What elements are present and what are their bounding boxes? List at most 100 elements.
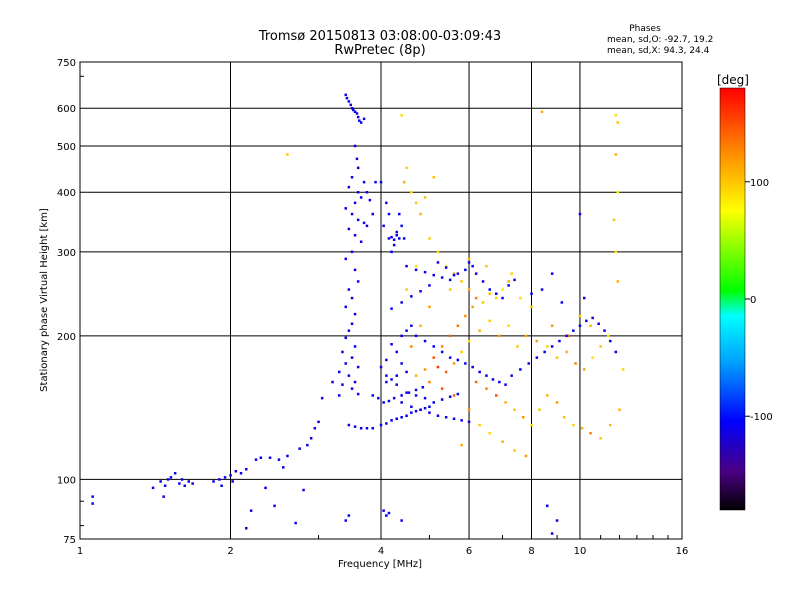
data-point <box>448 334 452 338</box>
data-point <box>356 280 360 283</box>
data-point <box>530 423 533 427</box>
data-point <box>535 356 539 359</box>
data-point <box>501 288 504 291</box>
data-point <box>474 296 478 300</box>
data-point <box>317 420 320 424</box>
data-point <box>402 237 406 240</box>
data-point <box>390 343 393 346</box>
data-point <box>519 296 522 300</box>
data-point <box>344 305 347 309</box>
data-point <box>187 480 190 483</box>
data-point <box>540 110 544 113</box>
data-point <box>353 425 357 428</box>
data-point <box>353 234 357 237</box>
data-point <box>223 476 227 479</box>
data-point <box>356 218 360 222</box>
data-point <box>607 334 610 338</box>
data-point <box>567 334 571 338</box>
y-tick-label: 75 <box>63 535 76 546</box>
data-point <box>478 370 481 374</box>
data-point <box>298 447 301 450</box>
data-point <box>478 423 481 427</box>
data-point <box>440 398 444 401</box>
data-point <box>359 121 363 124</box>
data-point <box>452 394 456 397</box>
data-point <box>220 484 223 487</box>
data-point <box>344 519 347 522</box>
data-point <box>390 235 393 239</box>
data-point <box>371 427 374 430</box>
data-point <box>392 396 396 400</box>
data-point <box>344 362 347 365</box>
data-point <box>616 280 619 283</box>
data-point <box>395 230 398 234</box>
data-point <box>460 419 463 422</box>
data-point <box>440 345 444 348</box>
data-point <box>603 329 606 332</box>
data-point <box>359 240 363 243</box>
data-point <box>350 107 354 110</box>
data-point <box>180 478 184 481</box>
data-point <box>178 482 181 485</box>
data-point <box>159 480 162 483</box>
data-point <box>456 358 460 362</box>
data-point <box>565 350 568 354</box>
data-point <box>530 292 533 295</box>
data-point <box>395 374 398 377</box>
data-point <box>467 257 471 261</box>
data-point <box>414 374 418 377</box>
data-point <box>183 484 186 487</box>
data-point <box>365 191 369 194</box>
data-point <box>456 272 460 275</box>
data-point <box>471 264 474 268</box>
data-point <box>550 272 554 275</box>
data-point <box>423 339 427 343</box>
data-point <box>583 296 586 300</box>
data-point <box>513 278 516 282</box>
data-point <box>356 166 360 170</box>
data-point <box>368 198 372 202</box>
y-tick-label: 500 <box>57 142 76 153</box>
data-point <box>421 386 425 389</box>
data-point <box>400 224 403 228</box>
data-point <box>400 416 403 419</box>
data-point <box>353 144 357 148</box>
data-point <box>474 272 478 275</box>
data-point <box>456 324 460 327</box>
x-tick-label: 16 <box>676 546 689 557</box>
data-point <box>405 288 408 291</box>
data-point <box>519 368 522 371</box>
data-point <box>423 368 427 371</box>
data-point <box>522 416 525 419</box>
data-point <box>349 103 352 107</box>
data-point <box>390 307 393 310</box>
data-point <box>535 339 539 343</box>
data-point <box>432 356 435 359</box>
data-point <box>448 395 452 398</box>
data-point <box>565 334 568 338</box>
data-point <box>414 268 418 272</box>
data-point <box>585 319 588 323</box>
data-point <box>405 414 408 417</box>
chart-title: Tromsø 20150813 03:08:00-03:09:43 <box>258 29 501 44</box>
data-points <box>91 93 625 535</box>
data-point <box>166 478 170 481</box>
data-point <box>432 401 435 404</box>
data-point <box>286 153 289 156</box>
data-point <box>347 185 351 189</box>
data-point <box>245 527 248 530</box>
x-tick-label: 1 <box>77 546 83 557</box>
data-point <box>385 380 388 384</box>
data-point <box>352 108 355 112</box>
y-axis-label: Stationary phase Virtual Height [km] <box>39 208 50 392</box>
data-point <box>410 405 413 408</box>
data-point <box>169 476 173 479</box>
data-point <box>387 511 391 515</box>
data-point <box>580 427 584 430</box>
grid-lines <box>80 62 682 539</box>
y-tick-label: 300 <box>57 248 76 259</box>
data-point <box>478 329 481 332</box>
data-point <box>504 401 507 404</box>
data-point <box>377 396 380 400</box>
data-point <box>530 305 533 309</box>
